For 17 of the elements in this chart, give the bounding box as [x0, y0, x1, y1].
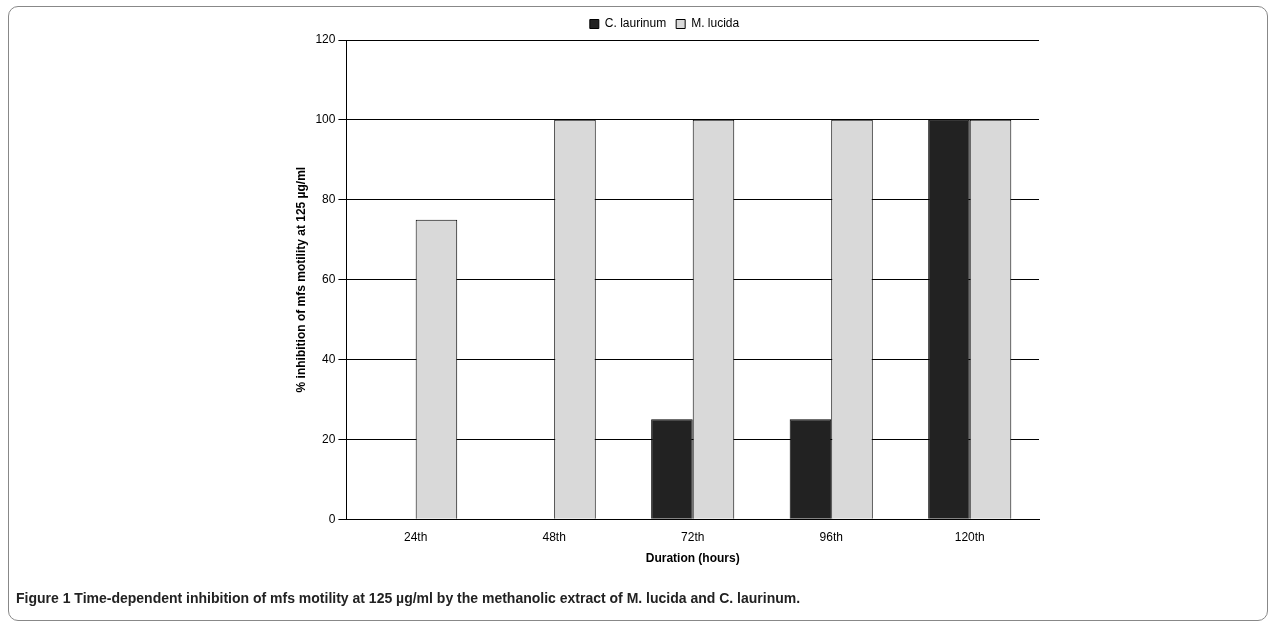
- x-tick-label: 72th: [681, 529, 705, 544]
- x-tick-label: 24th: [404, 529, 428, 544]
- y-tick-label: 0: [328, 511, 336, 526]
- legend-label: M. lucida: [691, 16, 740, 31]
- y-axis-title: % inhibition of mfs motility at 125 µg/ml: [293, 166, 308, 393]
- x-tick-label: 120th: [954, 529, 985, 544]
- y-tick-label: 60: [322, 271, 336, 286]
- x-tick-label: 96th: [819, 529, 843, 544]
- y-tick-label: 40: [322, 351, 336, 366]
- legend-label: C. laurinum: [604, 16, 667, 31]
- y-tick-label: 20: [322, 431, 336, 446]
- y-tick-label: 100: [315, 112, 336, 127]
- caption: Figure 1 Time-dependent inhibition of mfs motility at 125 µg/ml by the methanolic extract of M. lucida and C. laurinum.: [16, 590, 801, 606]
- y-tick-label: 80: [322, 192, 336, 207]
- x-tick-label: 48th: [542, 529, 566, 544]
- x-axis-title: Duration (hours): [645, 551, 740, 566]
- y-tick-label: 120: [315, 32, 336, 47]
